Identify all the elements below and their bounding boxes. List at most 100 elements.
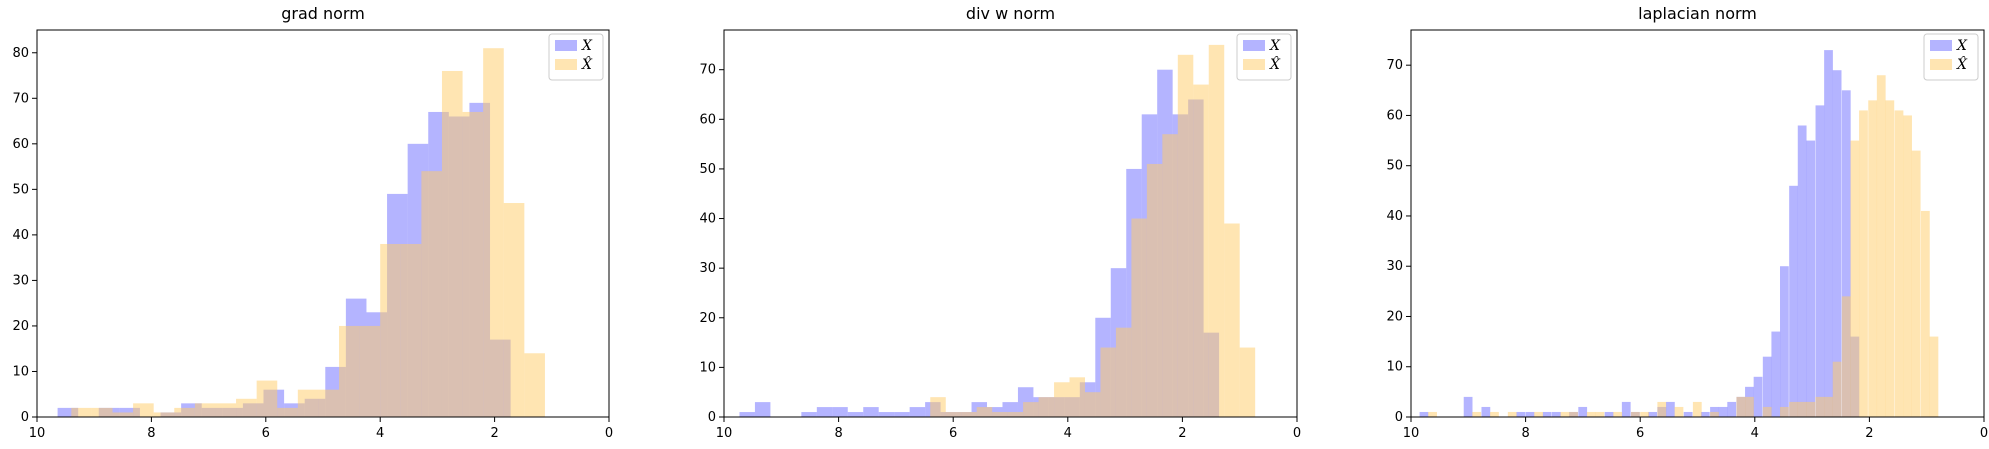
y-tick-label: 30 [1386,259,1403,274]
x-tick-label: 8 [1521,426,1529,441]
y-tick-label: 70 [699,63,716,78]
histogram-bar [503,203,525,417]
histogram-bar [1789,185,1798,417]
histogram-bar [1718,406,1728,417]
legend-label-x: X [581,38,593,54]
histogram-bar [1885,100,1895,417]
histogram-bar [1780,406,1789,417]
histogram-bar [1621,401,1631,417]
y-tick-label: 60 [699,112,716,127]
histogram-bar [1700,411,1710,417]
histogram-bar [1463,396,1473,417]
legend-label-x-hat: X̂ [1956,55,1968,73]
histogram-bar [1131,218,1147,417]
histogram-bar [1177,54,1194,418]
histogram-bar [421,171,442,417]
histogram-bar [1224,223,1240,417]
plot-frame [36,29,610,418]
histogram-bar [847,412,864,417]
histogram-bar [1841,90,1851,417]
y-tick-label: 70 [1386,58,1403,73]
histogram-bar [1832,70,1842,417]
legend-swatch-x [1243,40,1265,51]
histogram-bar [1595,411,1605,417]
x-tick-label: 4 [1751,426,1759,441]
histogram-bar [1911,150,1921,417]
histogram-bar [441,70,463,417]
histogram-bar [380,243,401,417]
histogram-bar [1604,411,1614,417]
histogram-bar [1648,411,1657,417]
y-tick-label: 50 [12,182,29,197]
x-tick-label: 10 [29,426,46,441]
histogram-bar [1876,75,1886,417]
histogram-bar [976,407,993,417]
histogram-bar [483,48,504,418]
y-tick-label: 0 [1395,410,1403,425]
histogram-bar [1578,406,1588,417]
x-tick-label: 0 [1980,426,1988,441]
chart-title: laplacian norm [1638,4,1757,23]
x-tick-label: 2 [1865,426,1873,441]
x-tick-label: 6 [949,426,957,441]
histogram-bar [133,403,154,417]
histogram-bar [1841,296,1851,417]
histogram-bar [297,389,319,417]
histogram-bar [1534,411,1543,417]
histogram-bar [1762,356,1772,417]
histogram-bar [1797,401,1807,417]
histogram-bar [1069,377,1085,417]
histogram-bar [1115,327,1132,417]
x-tick-label: 6 [262,426,270,441]
y-tick-label: 20 [699,311,716,326]
histogram-bar [1903,115,1912,417]
histogram-bar [1516,411,1526,417]
y-tick-label: 40 [12,228,29,243]
histogram-bar [1894,110,1904,417]
histogram-bar [1929,336,1939,417]
histogram-bar [71,407,92,417]
x-tick-label: 2 [1178,426,1186,441]
histogram-bar [1736,396,1746,417]
histogram-bar [1239,347,1256,417]
histogram-bar [1824,396,1833,417]
legend-swatch-x-hat [1243,59,1265,70]
histogram-bar [1428,411,1437,417]
x-tick-label: 6 [1636,426,1644,441]
legend: XX̂ [548,33,604,81]
series-x-hat [930,44,1256,418]
histogram-bar [1586,411,1596,417]
legend-swatch-x [1930,40,1952,51]
x-tick-label: 8 [147,426,155,441]
histogram-bar [894,412,910,417]
legend-label-x-hat: X̂ [581,55,593,73]
legend-swatch-x-hat [1930,59,1952,70]
histogram-bar [1507,411,1517,417]
histogram-bar [1208,44,1225,418]
histogram-bar [1569,411,1578,417]
y-tick-label: 70 [12,91,29,106]
legend-swatch-x [555,40,577,51]
legend-label-x: X [1269,38,1281,54]
histogram-bar [1613,411,1623,417]
histogram-bar [1657,401,1667,417]
histogram-bar [909,407,926,417]
histogram-bar [1850,140,1860,418]
histogram-bar [1560,411,1570,417]
histogram-bar [1832,361,1842,417]
chart-title: div w norm [966,4,1055,23]
y-tick-label: 10 [1386,360,1403,375]
y-tick-label: 80 [12,46,29,61]
histogram-bar [1193,84,1209,418]
y-tick-label: 40 [1386,209,1403,224]
y-tick-label: 20 [12,319,29,334]
histogram-bar [1146,163,1163,417]
y-tick-label: 40 [699,212,716,227]
histogram-bar [1481,406,1491,417]
histogram-bar [878,412,895,417]
y-tick-label: 10 [12,364,29,379]
chart-title: grad norm [281,4,365,23]
histogram-bar [1162,134,1178,417]
